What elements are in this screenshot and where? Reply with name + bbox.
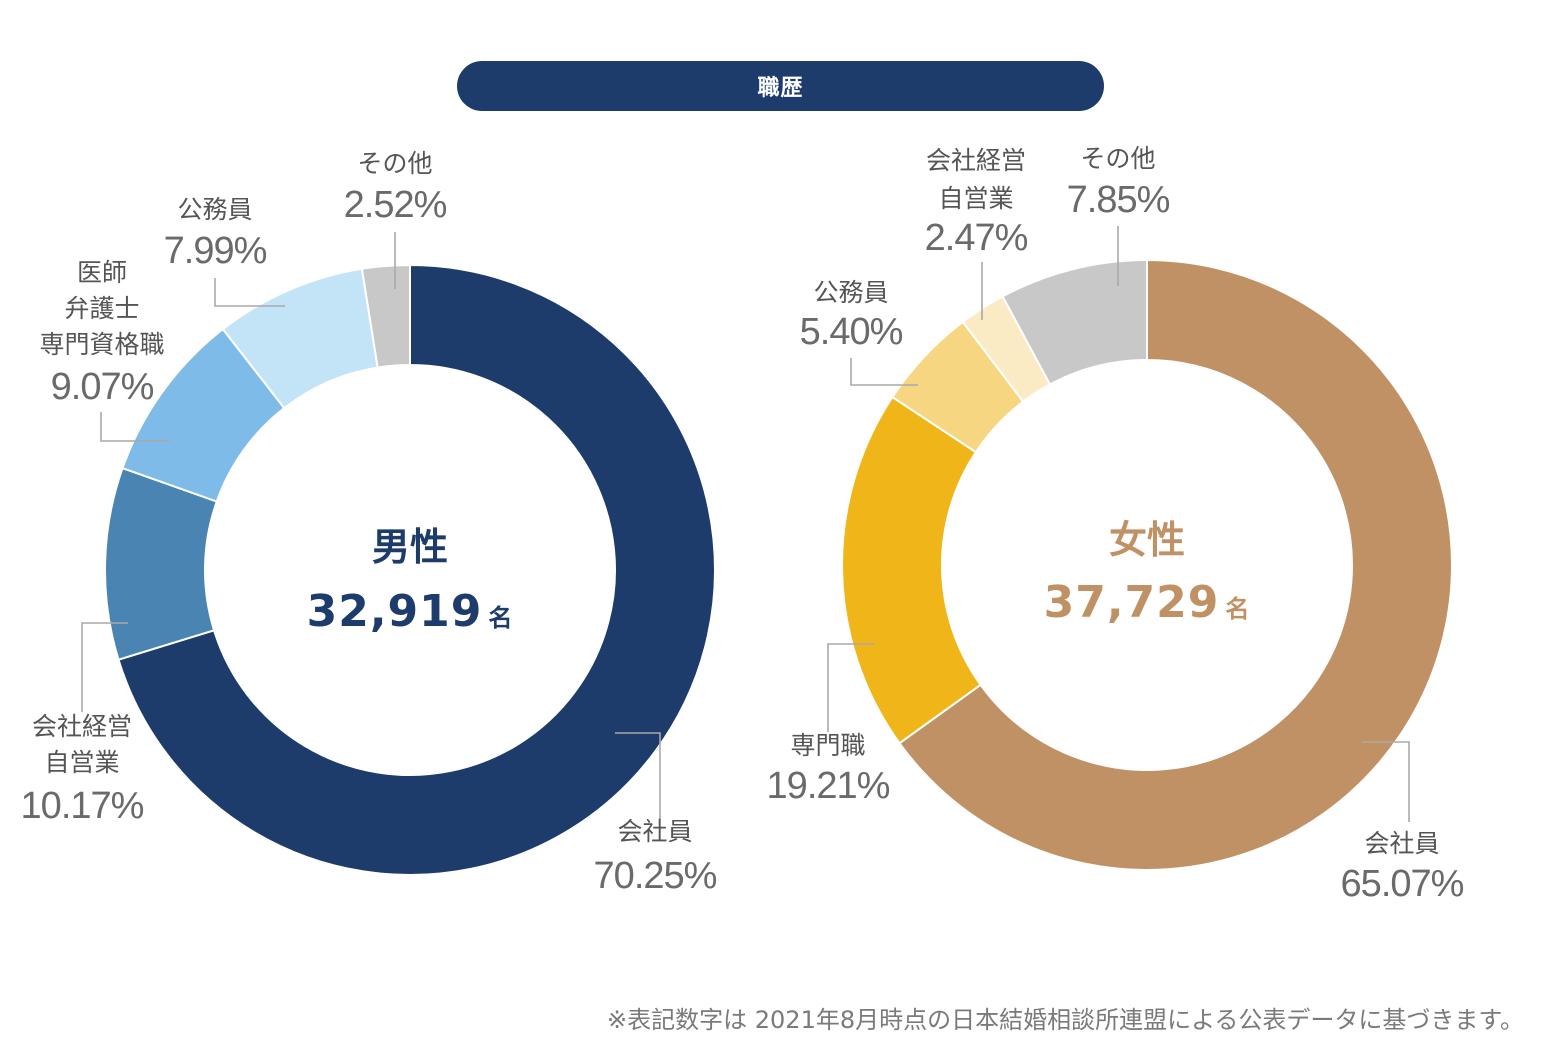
female-count-value: 37,729	[1044, 577, 1220, 628]
male-center-title: 男性	[372, 525, 448, 569]
female-leader-line-1	[827, 643, 874, 732]
female-count-unit: 名	[1225, 595, 1250, 623]
female-slice-label-1-0: 専門職	[790, 731, 865, 760]
footnote: ※表記数字は 2021年8月時点の日本結婚相談所連盟による公表データに基づきます…	[607, 1006, 1524, 1034]
female-leader-line-0	[1362, 741, 1410, 822]
male-slice-percent-3: 7.99%	[164, 230, 267, 272]
female-slice-label-2-0: 公務員	[813, 278, 888, 307]
male-slice-percent-0: 70.25%	[594, 855, 717, 897]
female-slice-percent-3: 2.47%	[925, 217, 1028, 259]
male-slice-percent-4: 2.52%	[344, 184, 447, 226]
female-slice-percent-0: 65.07%	[1341, 863, 1464, 905]
female-center-count: 37,729 名	[1044, 577, 1251, 628]
male-count-unit: 名	[488, 604, 513, 632]
female-slice-label-3-0: 会社経営	[926, 146, 1026, 175]
female-slice-label-4-0: その他	[1080, 144, 1155, 173]
male-leader-line-1	[81, 622, 128, 712]
male-slice-4	[360, 263, 411, 369]
male-slice-label-4-0: その他	[357, 149, 432, 178]
male-leader-line-0	[615, 732, 661, 820]
female-leader-line-2	[850, 358, 918, 386]
male-leader-line-2	[100, 412, 170, 442]
chart-section-title: 職歴	[457, 61, 1104, 111]
male-slice-1	[104, 466, 219, 661]
female-slice-1	[841, 395, 983, 745]
female-slice-label-3-1: 自営業	[938, 184, 1013, 213]
male-slice-0	[117, 263, 716, 876]
female-slice-0	[898, 258, 1453, 871]
male-slice-label-3-0: 公務員	[177, 195, 252, 224]
male-slice-label-0-0: 会社員	[617, 817, 692, 846]
male-slice-label-2-0: 医師	[77, 258, 127, 287]
female-slice-percent-2: 5.40%	[800, 311, 903, 353]
female-center-title: 女性	[1109, 518, 1185, 562]
male-slice-percent-2: 9.07%	[51, 366, 154, 408]
male-count-value: 32,919	[307, 586, 483, 637]
male-slice-percent-1: 10.17%	[21, 785, 144, 827]
female-slice-4	[1001, 258, 1148, 386]
female-slice-percent-1: 19.21%	[767, 765, 890, 807]
male-center-count: 32,919 名	[307, 586, 514, 637]
male-slice-label-1-0: 会社経営	[32, 712, 132, 741]
female-slice-label-0-0: 会社員	[1364, 829, 1439, 858]
male-slice-label-2-1: 弁護士	[64, 294, 139, 323]
male-slice-label-2-2: 専門資格職	[39, 330, 164, 359]
male-slice-label-1-1: 自営業	[44, 748, 119, 777]
male-leader-line-3	[214, 278, 285, 307]
female-slice-percent-4: 7.85%	[1067, 179, 1170, 221]
